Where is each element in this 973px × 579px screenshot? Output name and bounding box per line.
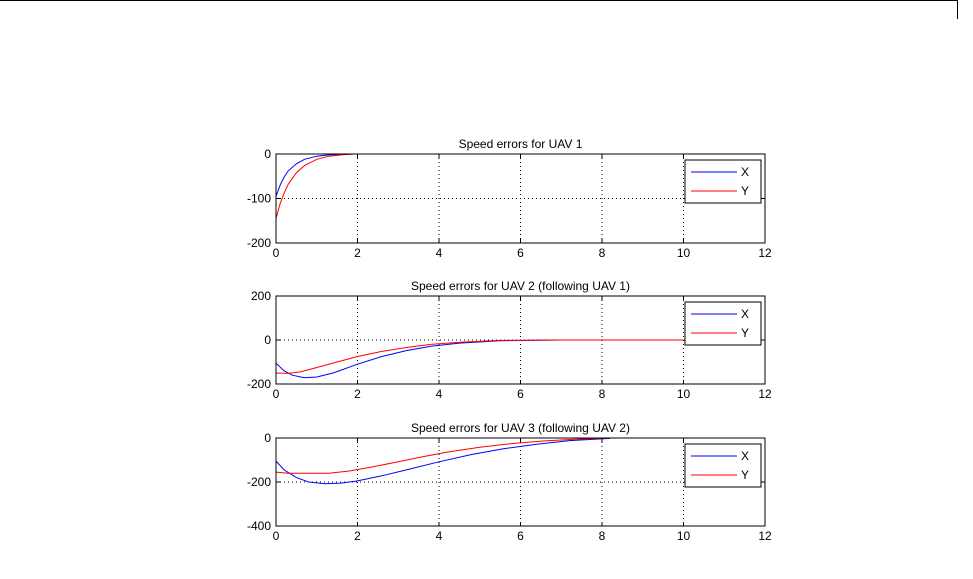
legend-box <box>684 443 762 488</box>
subplot-title: Speed errors for UAV 3 (following UAV 2) <box>411 421 630 435</box>
x-tick-label: 6 <box>517 246 524 260</box>
x-tick-label: 12 <box>758 246 772 260</box>
series-line-x <box>276 339 684 379</box>
series-line-x <box>276 438 611 485</box>
subplot-title: Speed errors for UAV 1 <box>459 137 583 151</box>
x-tick-label: 4 <box>436 529 443 543</box>
legend-label: Y <box>741 184 749 198</box>
page-right-border <box>957 0 958 19</box>
legend: XY <box>684 301 762 346</box>
subplot-1: Speed errors for UAV 1 0 2 4 6 8 10 12 -200 -100 0… <box>247 137 772 260</box>
x-tick-label: 0 <box>273 387 280 401</box>
x-tick-label: 10 <box>677 387 691 401</box>
x-tick-label: 8 <box>599 387 606 401</box>
x-tick-label: 2 <box>354 529 361 543</box>
y-tick-label: 0 <box>264 431 271 445</box>
y-tick-label: 0 <box>264 147 271 161</box>
legend-label: X <box>741 307 749 321</box>
y-tick-label: 0 <box>264 333 271 347</box>
x-tick-label: 4 <box>436 387 443 401</box>
legend-box <box>684 301 762 346</box>
y-tick-label: -400 <box>247 519 271 533</box>
legend-box <box>684 159 762 204</box>
series-line-y <box>276 339 684 374</box>
series-line-y <box>276 154 354 219</box>
x-tick-label: 4 <box>436 246 443 260</box>
x-tick-label: 2 <box>354 246 361 260</box>
y-tick-label: -200 <box>247 236 271 250</box>
series-line-y <box>276 438 611 474</box>
legend: XY <box>684 443 762 488</box>
x-tick-label: 12 <box>758 529 772 543</box>
legend: XY <box>684 159 762 204</box>
subplot-3: Speed errors for UAV 3 (following UAV 2)… <box>247 421 772 543</box>
y-tick-label: 200 <box>251 289 271 303</box>
y-tick-label: -200 <box>247 377 271 391</box>
legend-label: Y <box>741 468 749 482</box>
x-tick-label: 10 <box>677 246 691 260</box>
series-line-x <box>276 154 354 197</box>
x-tick-label: 8 <box>599 246 606 260</box>
subplot-2: Speed errors for UAV 2 (following UAV 1)… <box>247 279 772 401</box>
subplot-title: Speed errors for UAV 2 (following UAV 1) <box>411 279 630 293</box>
x-tick-label: 0 <box>273 246 280 260</box>
x-tick-label: 6 <box>517 387 524 401</box>
legend-label: X <box>741 449 749 463</box>
legend-label: Y <box>741 326 749 340</box>
x-tick-label: 12 <box>758 387 772 401</box>
page-top-border <box>0 0 957 1</box>
y-tick-label: -100 <box>247 192 271 206</box>
x-tick-label: 2 <box>354 387 361 401</box>
x-tick-label: 6 <box>517 529 524 543</box>
y-tick-label: -200 <box>247 475 271 489</box>
legend-label: X <box>741 165 749 179</box>
x-tick-label: 0 <box>273 529 280 543</box>
x-tick-label: 10 <box>677 529 691 543</box>
x-tick-label: 8 <box>599 529 606 543</box>
